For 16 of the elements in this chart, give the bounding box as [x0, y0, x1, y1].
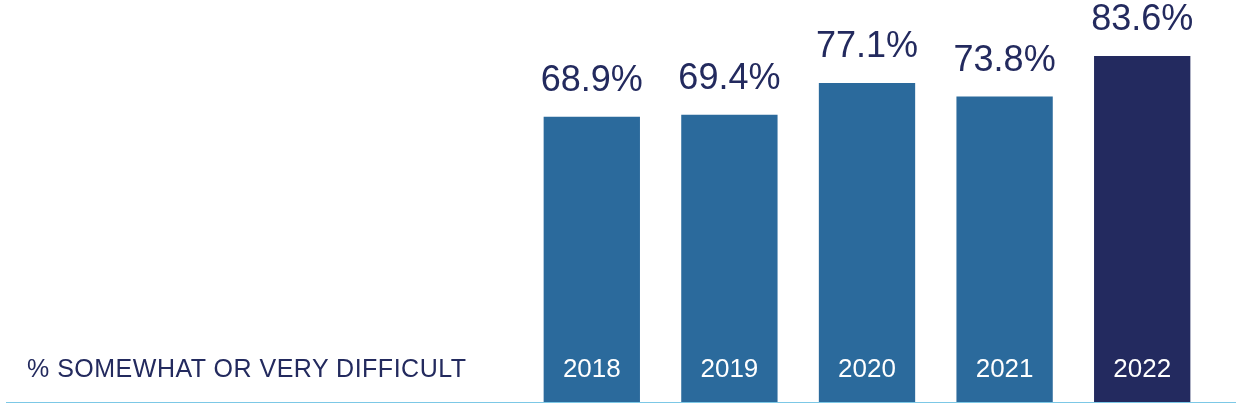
y-axis-title: % SOMEWHAT OR VERY DIFFICULT	[27, 354, 467, 382]
bar	[818, 82, 916, 402]
data-label: 77.1%	[815, 23, 919, 65]
bar	[956, 96, 1053, 402]
x-tick-label: 2021	[975, 353, 1034, 383]
data-label: 83.6%	[1091, 0, 1194, 38]
x-tick-label: 2020	[838, 353, 896, 383]
bar	[1094, 56, 1191, 402]
bar	[681, 114, 778, 402]
data-label: 68.9%	[540, 57, 643, 99]
x-tick-label: 2018	[562, 353, 621, 383]
bar	[543, 116, 640, 402]
x-tick-label: 2019	[700, 353, 759, 383]
data-label: 73.8%	[953, 37, 1056, 79]
x-tick-label: 2022	[1113, 353, 1172, 383]
data-label: 69.4%	[678, 55, 781, 97]
